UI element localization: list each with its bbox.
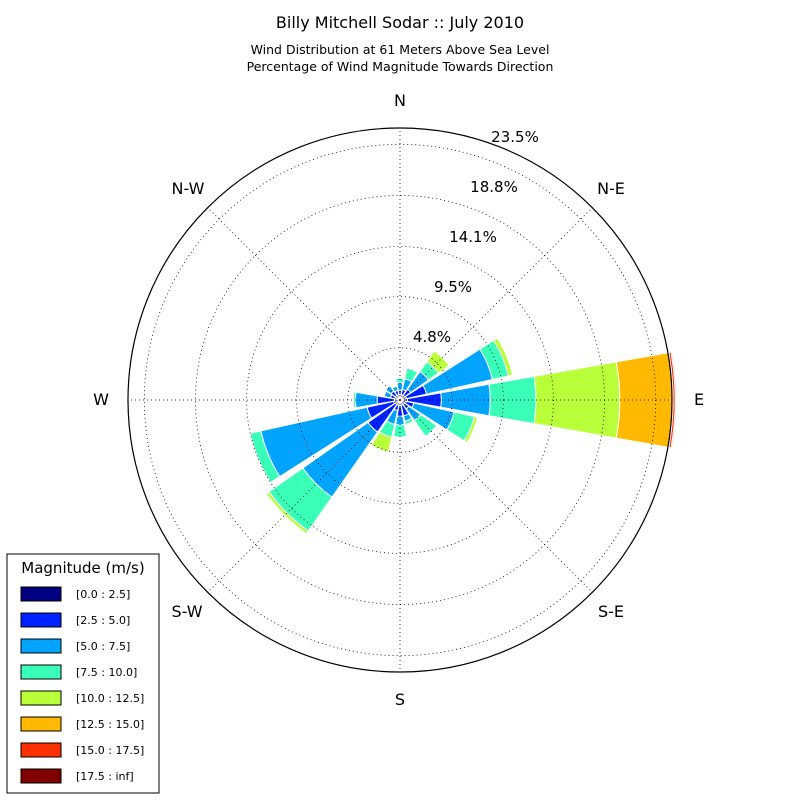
legend-label-6: [15.0 : 17.5] (76, 744, 144, 757)
radial-label-3: 14.1% (449, 228, 497, 246)
direction-label-w: W (93, 390, 109, 409)
legend-swatch-1 (20, 612, 62, 628)
legend-label-4: [10.0 : 12.5] (76, 692, 144, 705)
legend-swatch-4 (20, 690, 62, 706)
wind-bar-sector-10-bin-4 (265, 491, 309, 535)
wind-bar-sector-1-bin-3 (404, 367, 419, 383)
grid-spoke-3 (399, 399, 593, 593)
wind-bar-sector-3-bin-4 (492, 337, 514, 377)
direction-label-e: E (694, 390, 704, 409)
radial-label-5: 23.5% (491, 128, 539, 146)
radial-label-1: 4.8% (413, 328, 451, 346)
grid-spoke-5 (207, 399, 401, 593)
legend-label-3: [7.5 : 10.0] (76, 666, 137, 679)
wind-bar-sector-15-bin-2 (391, 385, 399, 393)
wind-bars (249, 337, 677, 535)
wind-bar-sector-0-bin-3 (395, 377, 405, 384)
legend-swatch-3 (20, 664, 62, 680)
direction-label-ne: N-E (597, 179, 625, 198)
wind-bar-sector-14-bin-2 (385, 385, 395, 395)
legend-swatch-2 (20, 638, 62, 654)
grid-spoke-1 (399, 207, 593, 401)
wind-bar-sector-2-bin-4 (426, 350, 450, 374)
grid-spoke-7 (207, 207, 401, 401)
grid-ring-2 (296, 296, 504, 504)
direction-labels: N N-E E S-E S S-W W N-W (93, 91, 704, 709)
legend-title: Magnitude (m/s) (21, 559, 144, 577)
legend-swatch-5 (20, 716, 62, 732)
polar-grid (128, 128, 672, 672)
chart-subtitle-line-2: Percentage of Wind Magnitude Towards Dir… (247, 59, 554, 74)
legend-label-0: [0.0 : 2.5] (76, 588, 130, 601)
grid-ring-5 (143, 143, 657, 657)
radial-label-2: 9.5% (434, 278, 472, 296)
direction-label-n: N (394, 91, 406, 110)
wind-bar-sector-13-bin-2 (383, 390, 393, 399)
legend-swatch-6 (20, 742, 62, 758)
wind-bar-sector-5-bin-4 (463, 415, 479, 444)
legend-label-1: [2.5 : 5.0] (76, 614, 130, 627)
direction-label-nw: N-W (172, 179, 205, 198)
wind-bar-sector-12-bin-3 (352, 391, 357, 409)
polar-outer-circle (127, 127, 673, 673)
chart-subtitle-line-1: Wind Distribution at 61 Meters Above Sea… (251, 42, 550, 57)
radial-label-4: 18.8% (470, 178, 518, 196)
legend-label-5: [12.5 : 15.0] (76, 718, 144, 731)
direction-label-sw: S-W (171, 602, 202, 621)
direction-label-se: S-E (598, 602, 624, 621)
wind-bar-sector-8-bin-3 (392, 424, 408, 438)
legend: Magnitude (m/s) [0.0 : 2.5] [2.5 : 5.0] [5… (6, 553, 160, 794)
chart-title: Billy Mitchell Sodar :: July 2010 (276, 13, 524, 32)
direction-label-s: S (395, 690, 405, 709)
legend-swatch-7 (20, 768, 62, 784)
legend-swatch-0 (20, 586, 62, 602)
wind-bar-sector-7-bin-3 (404, 417, 415, 426)
radial-labels: 4.8% 9.5% 14.1% 18.8% 23.5% (413, 128, 539, 346)
legend-label-2: [5.0 : 7.5] (76, 640, 130, 653)
wind-bar-sector-4-bin-7 (670, 351, 677, 449)
wind-bar-sector-9-bin-4 (370, 431, 393, 453)
grid-ring-3 (246, 246, 554, 554)
legend-label-7: [17.5 : inf] (76, 770, 134, 783)
